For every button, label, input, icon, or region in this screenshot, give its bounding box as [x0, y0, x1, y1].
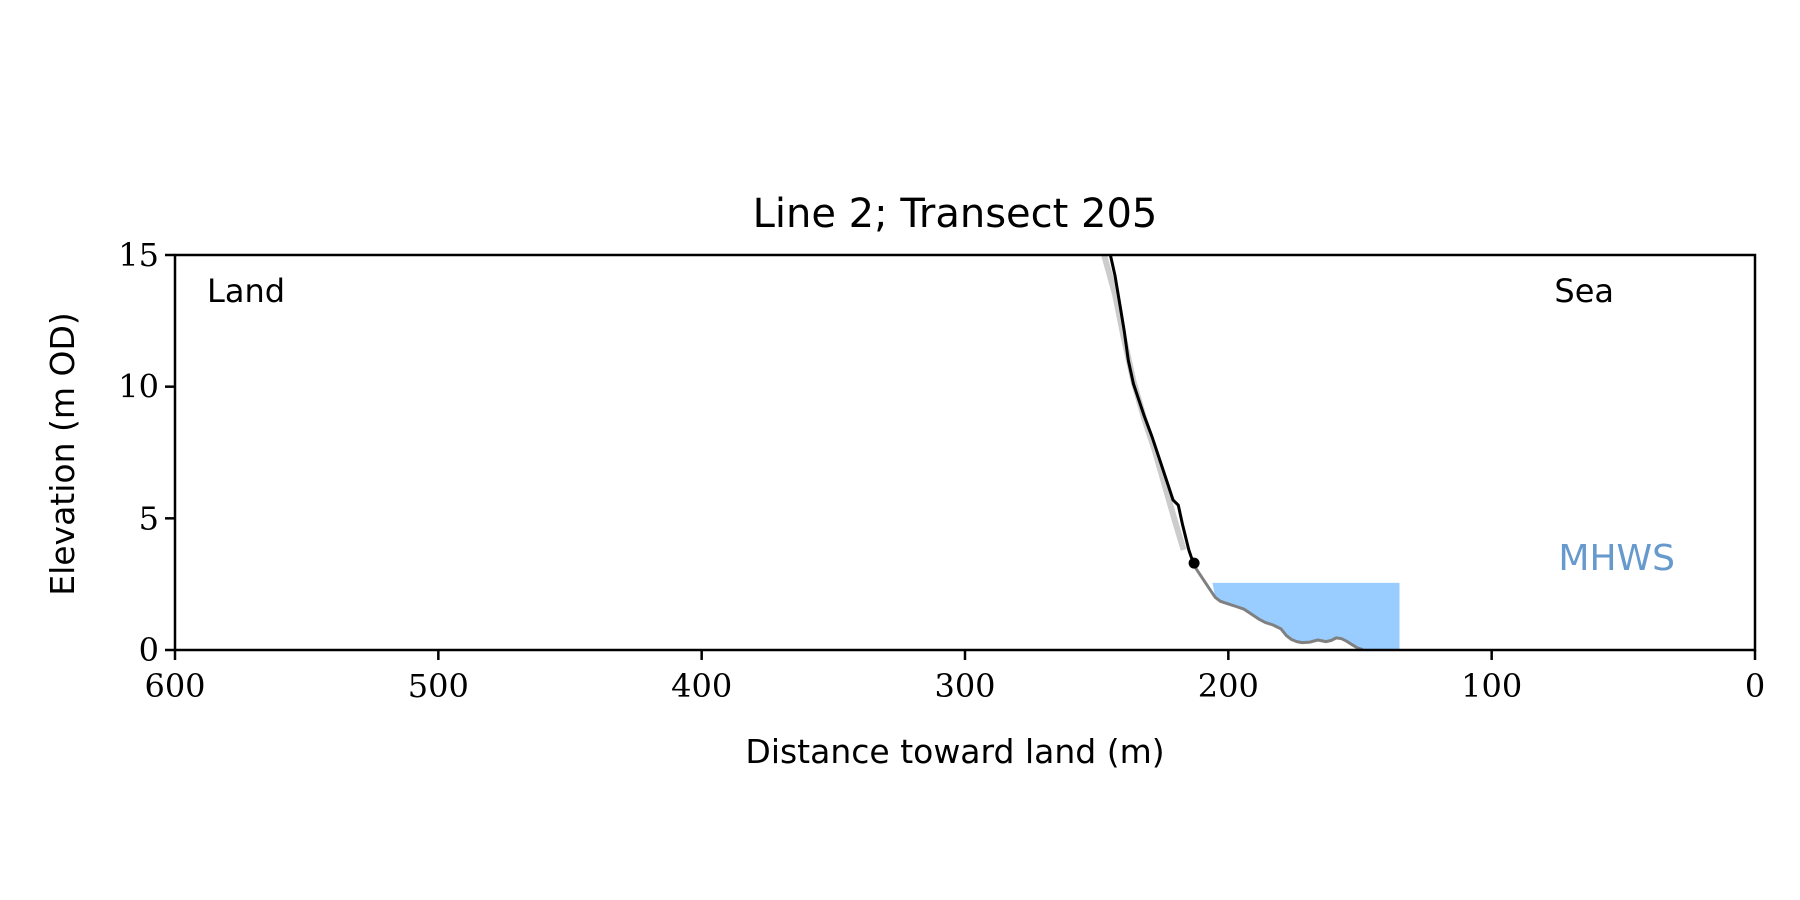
ticks: 600 500 400 300 200 100 0 0 5 10 15 — [118, 236, 1765, 705]
annotation-land: Land — [207, 272, 285, 310]
mhws-water-band — [1212, 582, 1400, 650]
x-tick-label: 0 — [1745, 667, 1765, 705]
y-tick-label: 0 — [139, 631, 159, 669]
older-profile-line — [1100, 255, 1187, 551]
x-tick-label: 200 — [1198, 667, 1259, 705]
y-tick-label: 15 — [118, 236, 159, 274]
x-tick-label: 100 — [1461, 667, 1522, 705]
x-tick-label: 500 — [408, 667, 469, 705]
cliff-profile-line — [1108, 255, 1196, 564]
beach-profile-line — [1192, 564, 1364, 650]
x-tick-label: 300 — [934, 667, 995, 705]
annotation-mhws: MHWS — [1558, 538, 1675, 579]
axes-frame — [173, 253, 1757, 652]
x-axis-label: Distance toward land (m) — [745, 732, 1164, 771]
chart-title: Line 2; Transect 205 — [753, 191, 1158, 237]
plot-area — [1100, 255, 1400, 650]
y-axis-label: Elevation (m OD) — [43, 312, 82, 596]
cliff-toe-point — [1188, 557, 1200, 569]
annotation-sea: Sea — [1554, 272, 1614, 310]
y-tick-label: 5 — [139, 499, 159, 537]
x-tick-label: 400 — [671, 667, 732, 705]
y-tick-label: 10 — [118, 368, 159, 406]
x-tick-label: 600 — [144, 667, 205, 705]
